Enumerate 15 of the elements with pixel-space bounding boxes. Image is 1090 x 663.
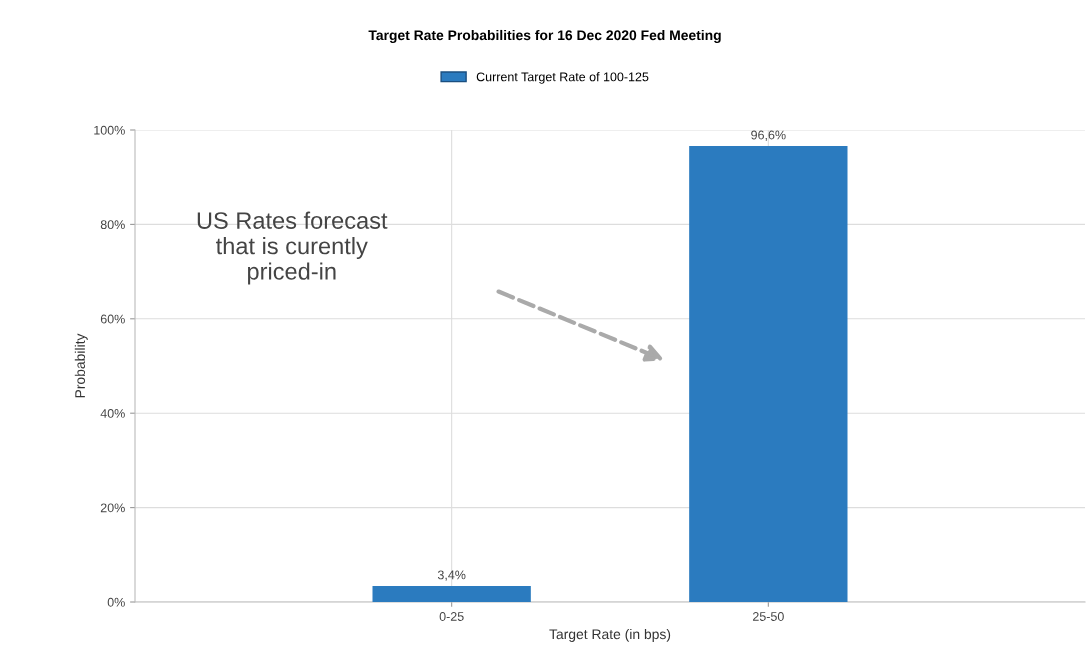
- y-tick-label: 80%: [100, 220, 125, 230]
- y-tick-label: 60%: [100, 314, 125, 324]
- x-tick-label: 0-25: [439, 612, 464, 621]
- y-tick-label: 40%: [100, 409, 125, 418]
- annotation: US Rates forecast that is curently priced-in: [197, 211, 388, 285]
- y-axis-title: Probability: [74, 333, 88, 398]
- y-tick-label: 0%: [107, 597, 125, 607]
- data-label: 96,6%: [751, 130, 786, 141]
- x-tick-label: 25-50: [752, 612, 784, 621]
- y-tick-label: 20%: [100, 503, 125, 513]
- y-tick-label: 100%: [94, 125, 125, 135]
- data-label: 3,4%: [437, 570, 466, 581]
- x-axis-title: Target Rate (in bps): [549, 628, 671, 642]
- chart-title: Target Rate Probabilities for 16 Dec 2020 Fed Meeting: [368, 29, 721, 43]
- legend-label: Current Target Rate of 100-125: [476, 72, 649, 84]
